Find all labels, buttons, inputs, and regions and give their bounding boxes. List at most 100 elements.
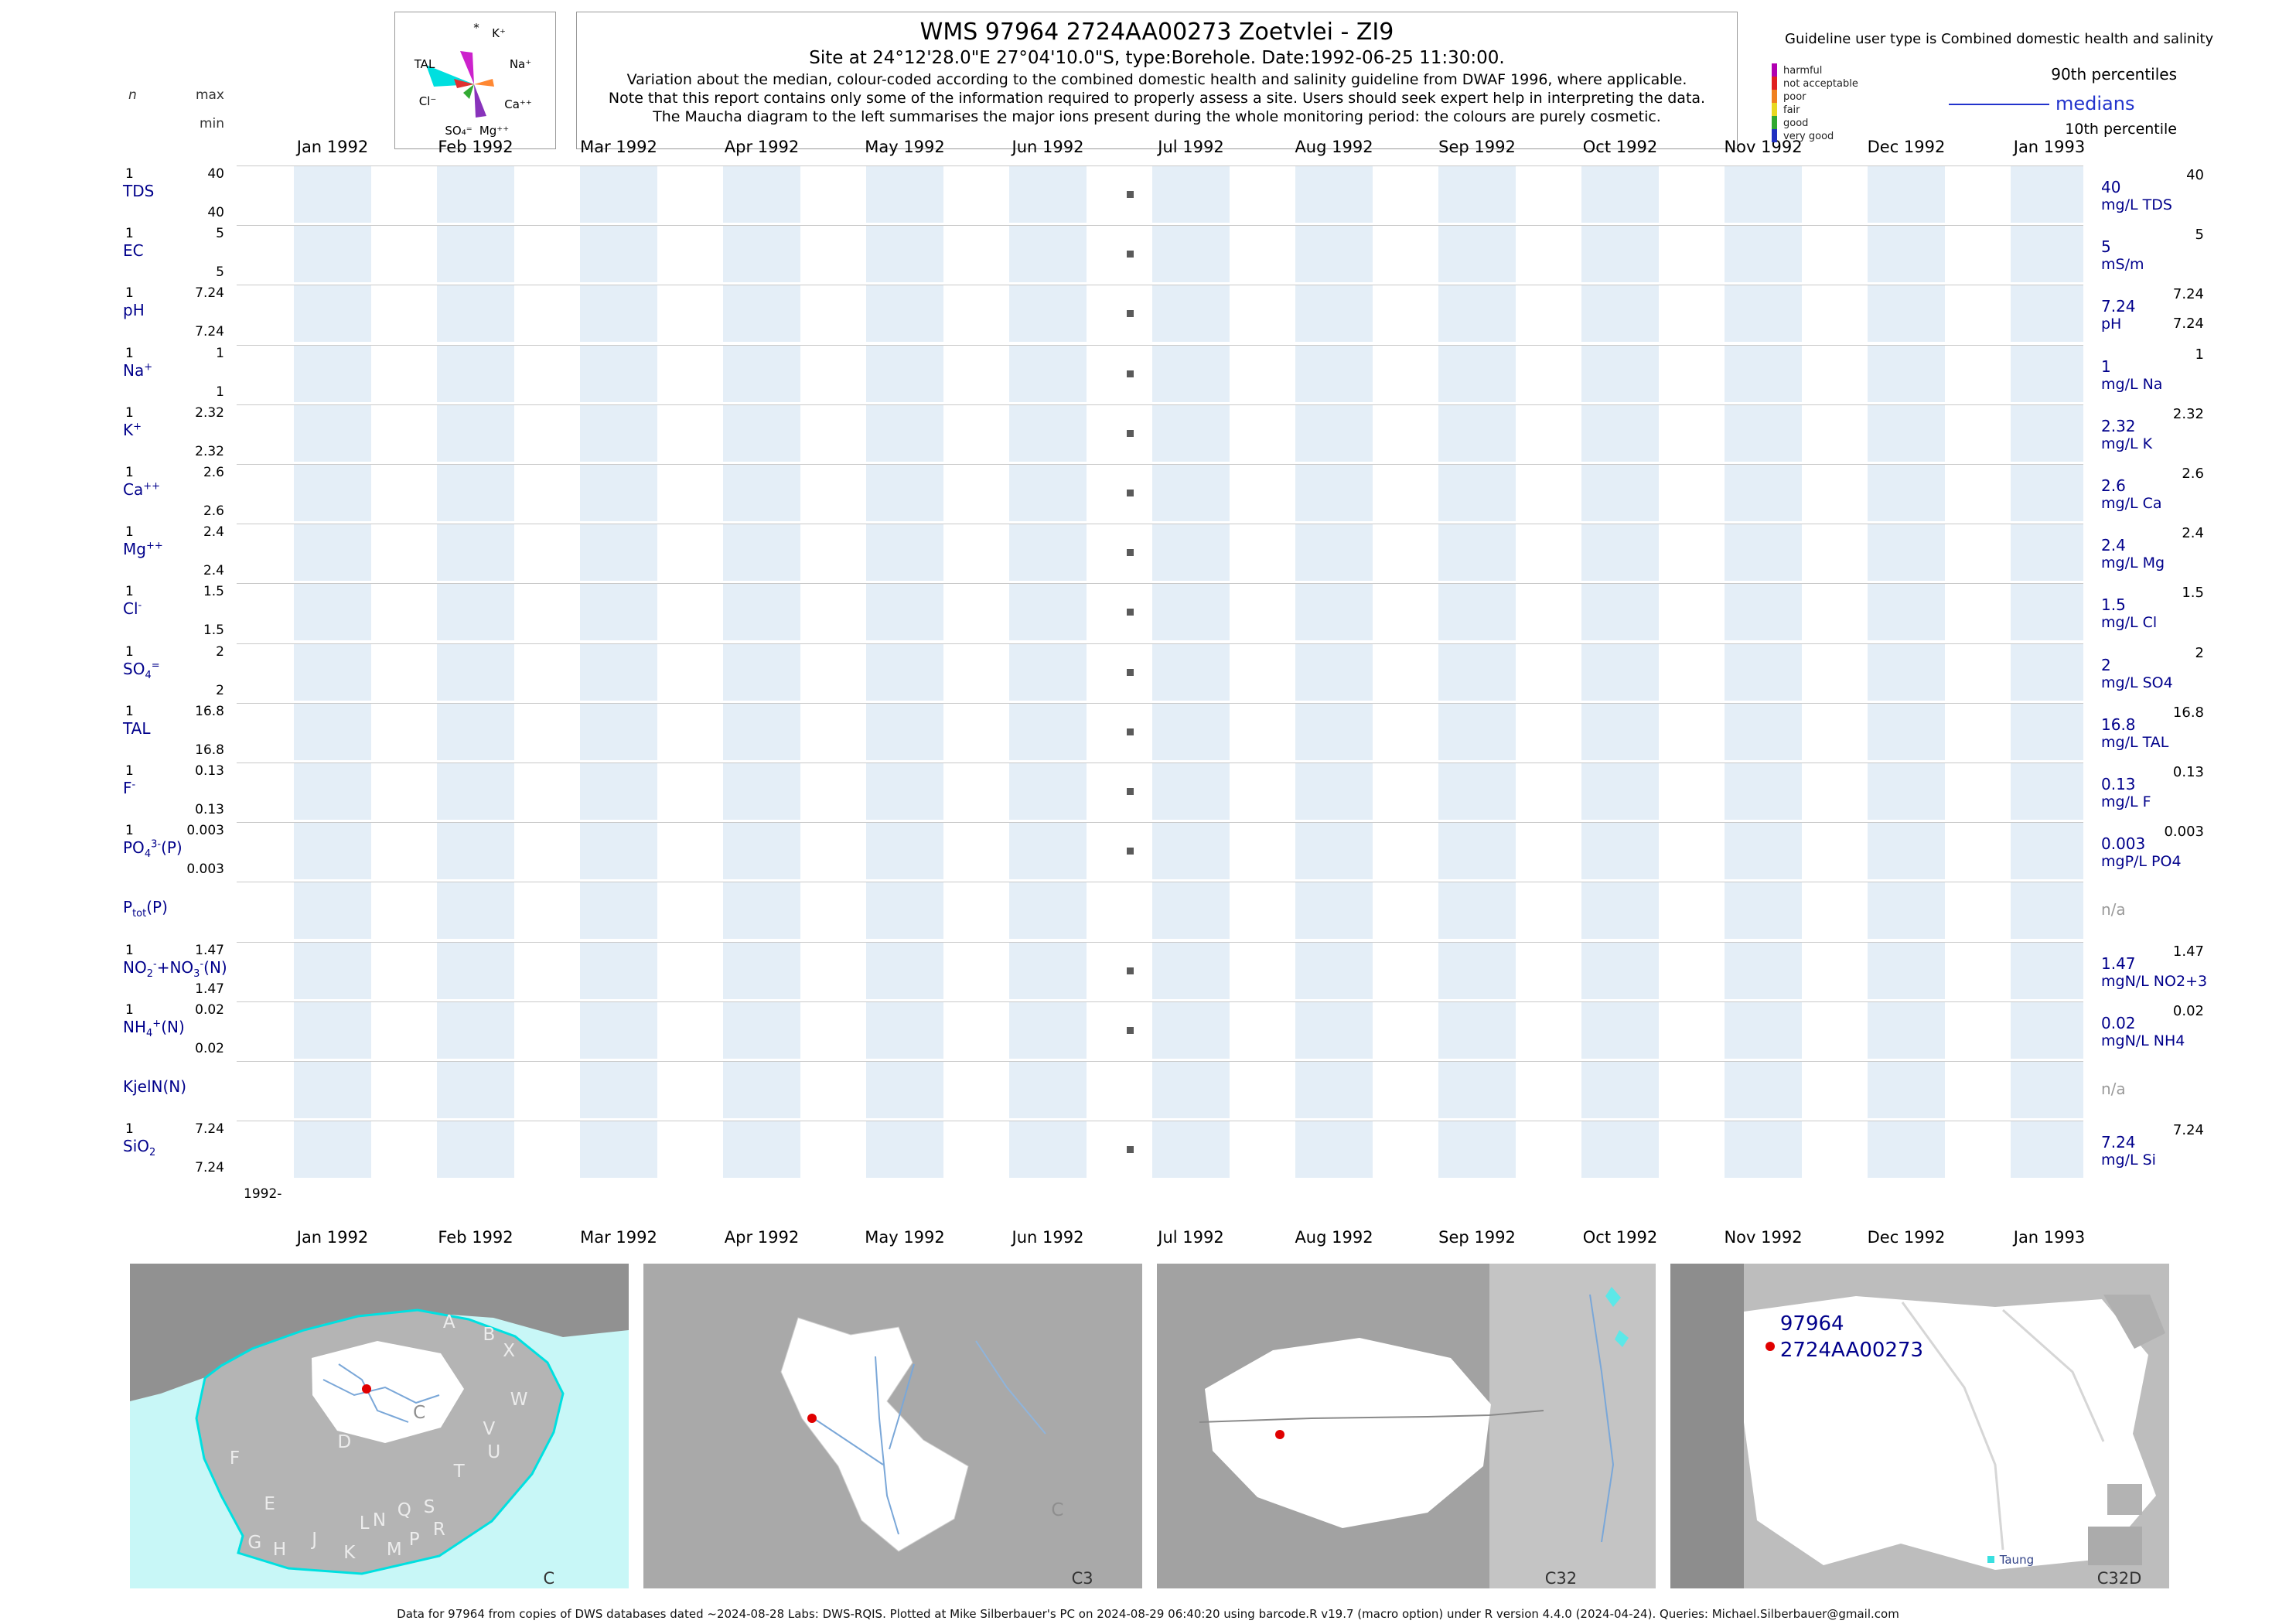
guideline-scale-segment-4 xyxy=(1772,116,1777,129)
param-row-band-no2no3 xyxy=(237,942,2083,999)
row-median-nh4: 0.02 xyxy=(2101,1014,2136,1032)
row-median-po4: 0.003 xyxy=(2101,834,2146,853)
row-median-mg: 2.4 xyxy=(2101,536,2126,554)
map-region-letter-C: C xyxy=(413,1403,426,1424)
row-n-po4: 1 xyxy=(125,823,134,838)
param-label-na: Na+ xyxy=(123,361,153,380)
row-max-no2no3: 1.47 xyxy=(195,943,224,958)
row-unit-ec: mS/m xyxy=(2101,256,2144,273)
param-row-band-ph xyxy=(237,285,2083,342)
map-region-letter-G: G xyxy=(247,1533,262,1554)
maucha-ion-label: * xyxy=(473,21,479,35)
town-name-label: Taung xyxy=(1999,1552,2035,1567)
row-median-sio2: 7.24 xyxy=(2101,1133,2136,1151)
param-label-sio2: SiO2 xyxy=(123,1137,156,1158)
title-note-2: Note that this report contains only some… xyxy=(608,90,1706,107)
sample-point-po4 xyxy=(1127,848,1134,855)
maucha-diagram-icon xyxy=(426,51,494,118)
month-label-top: Sep 1992 xyxy=(1438,138,1516,156)
row-na-kjeln: n/a xyxy=(2101,1080,2126,1098)
guideline-level-label-1: not acceptable xyxy=(1783,78,1858,90)
row-n-so4: 1 xyxy=(125,644,134,660)
map-region-letter-D: D xyxy=(337,1432,352,1452)
axis-header-n: n xyxy=(128,87,137,103)
row-max-ec: 5 xyxy=(216,226,224,241)
row-p90-sio2: 7.24 xyxy=(2172,1122,2204,1138)
row-max-so4: 2 xyxy=(216,644,224,660)
row-max-cl: 1.5 xyxy=(203,584,224,599)
sample-point-tal xyxy=(1127,728,1134,735)
map-code-label-C3: C3 xyxy=(1071,1569,1093,1588)
row-min-na: 1 xyxy=(216,384,224,400)
param-label-f: F- xyxy=(123,779,136,797)
param-label-cl: Cl- xyxy=(123,599,142,618)
param-row-band-po4 xyxy=(237,822,2083,879)
page-title: WMS 97964 2724AA00273 Zoetvlei - ZI9 xyxy=(919,19,1394,46)
month-label-top: Dec 1992 xyxy=(1867,138,1946,156)
param-label-po4: PO43-(P) xyxy=(123,838,183,860)
guideline-scale-segment-0 xyxy=(1772,63,1777,77)
site-location-dot xyxy=(1765,1342,1775,1352)
param-row-band-ptot xyxy=(237,882,2083,939)
row-p90-cl: 1.5 xyxy=(2182,585,2204,601)
param-label-ca: Ca++ xyxy=(123,480,161,499)
param-label-nh4: NH4+(N) xyxy=(123,1018,185,1039)
month-label-top: Aug 1992 xyxy=(1295,138,1373,156)
param-label-no2no3: NO2-+NO3-(N) xyxy=(123,958,227,980)
site-subtitle: Site at 24°12'28.0"E 27°04'10.0"S, type:… xyxy=(809,48,1505,68)
map-region-letter-B: B xyxy=(483,1325,496,1346)
row-median-so4: 2 xyxy=(2101,656,2111,674)
param-row-band-na xyxy=(237,345,2083,402)
map-region-letter-P: P xyxy=(408,1530,420,1550)
param-label-tds: TDS xyxy=(123,182,155,200)
guideline-level-label-0: harmful xyxy=(1783,65,1823,77)
param-label-kjeln: KjelN(N) xyxy=(123,1077,187,1096)
param-row-band-ec xyxy=(237,225,2083,282)
row-max-f: 0.13 xyxy=(195,763,224,779)
row-median-na: 1 xyxy=(2101,357,2111,376)
row-min-cl: 1.5 xyxy=(203,623,224,638)
map-region-letter-W: W xyxy=(510,1390,528,1411)
row-p90-ph: 7.24 xyxy=(2172,286,2204,302)
month-label-bottom: Sep 1992 xyxy=(1438,1228,1516,1247)
row-n-na: 1 xyxy=(125,346,134,361)
guideline-scale-segment-2 xyxy=(1772,90,1777,103)
row-max-sio2: 7.24 xyxy=(195,1121,224,1137)
param-label-tal: TAL xyxy=(123,719,151,738)
month-label-top: Jan 1993 xyxy=(2013,138,2086,156)
sample-point-ec xyxy=(1127,251,1134,258)
param-row-band-cl xyxy=(237,583,2083,640)
maucha-ion-label: Cl⁻ xyxy=(418,94,437,108)
row-min-ec: 5 xyxy=(216,264,224,280)
param-row-band-nh4 xyxy=(237,1001,2083,1059)
month-label-top: Nov 1992 xyxy=(1724,138,1803,156)
row-min-no2no3: 1.47 xyxy=(195,981,224,997)
sample-point-f xyxy=(1127,788,1134,795)
guideline-level-label-2: poor xyxy=(1783,91,1806,103)
row-unit-no2no3: mgN/L NO2+3 xyxy=(2101,973,2208,990)
row-max-tds: 40 xyxy=(207,166,224,182)
map-region-letter-X: X xyxy=(503,1341,516,1362)
row-p90-so4: 2 xyxy=(2195,645,2204,661)
maucha-ion-label: SO₄⁼ xyxy=(445,124,473,138)
row-p90-po4: 0.003 xyxy=(2164,824,2204,840)
map-quaternary-catchment-c32d: C32D 97964 2724AA00273 Taung xyxy=(1670,1264,2169,1588)
row-p90-no2no3: 1.47 xyxy=(2172,943,2204,960)
param-label-mg: Mg++ xyxy=(123,540,163,558)
month-label-top: Apr 1992 xyxy=(724,138,800,156)
row-n-cl: 1 xyxy=(125,584,134,599)
row-p90-na: 1 xyxy=(2195,346,2204,363)
guideline-level-label-4: good xyxy=(1783,118,1809,129)
map-region-letter-V: V xyxy=(483,1419,496,1440)
percentile-10-label: 10th percentile xyxy=(2065,121,2177,138)
param-label-k: K+ xyxy=(123,421,142,439)
row-unit-so4: mg/L SO4 xyxy=(2101,674,2173,691)
row-n-tal: 1 xyxy=(125,704,134,719)
row-max-na: 1 xyxy=(216,346,224,361)
sample-point-na xyxy=(1127,370,1134,377)
year-axis-label: 1992- xyxy=(244,1186,282,1202)
row-unit-sio2: mg/L Si xyxy=(2101,1151,2156,1169)
map-region-letter-N: N xyxy=(372,1510,387,1530)
month-label-top: Jul 1992 xyxy=(1158,138,1224,156)
row-unit-tal: mg/L TAL xyxy=(2101,734,2169,751)
